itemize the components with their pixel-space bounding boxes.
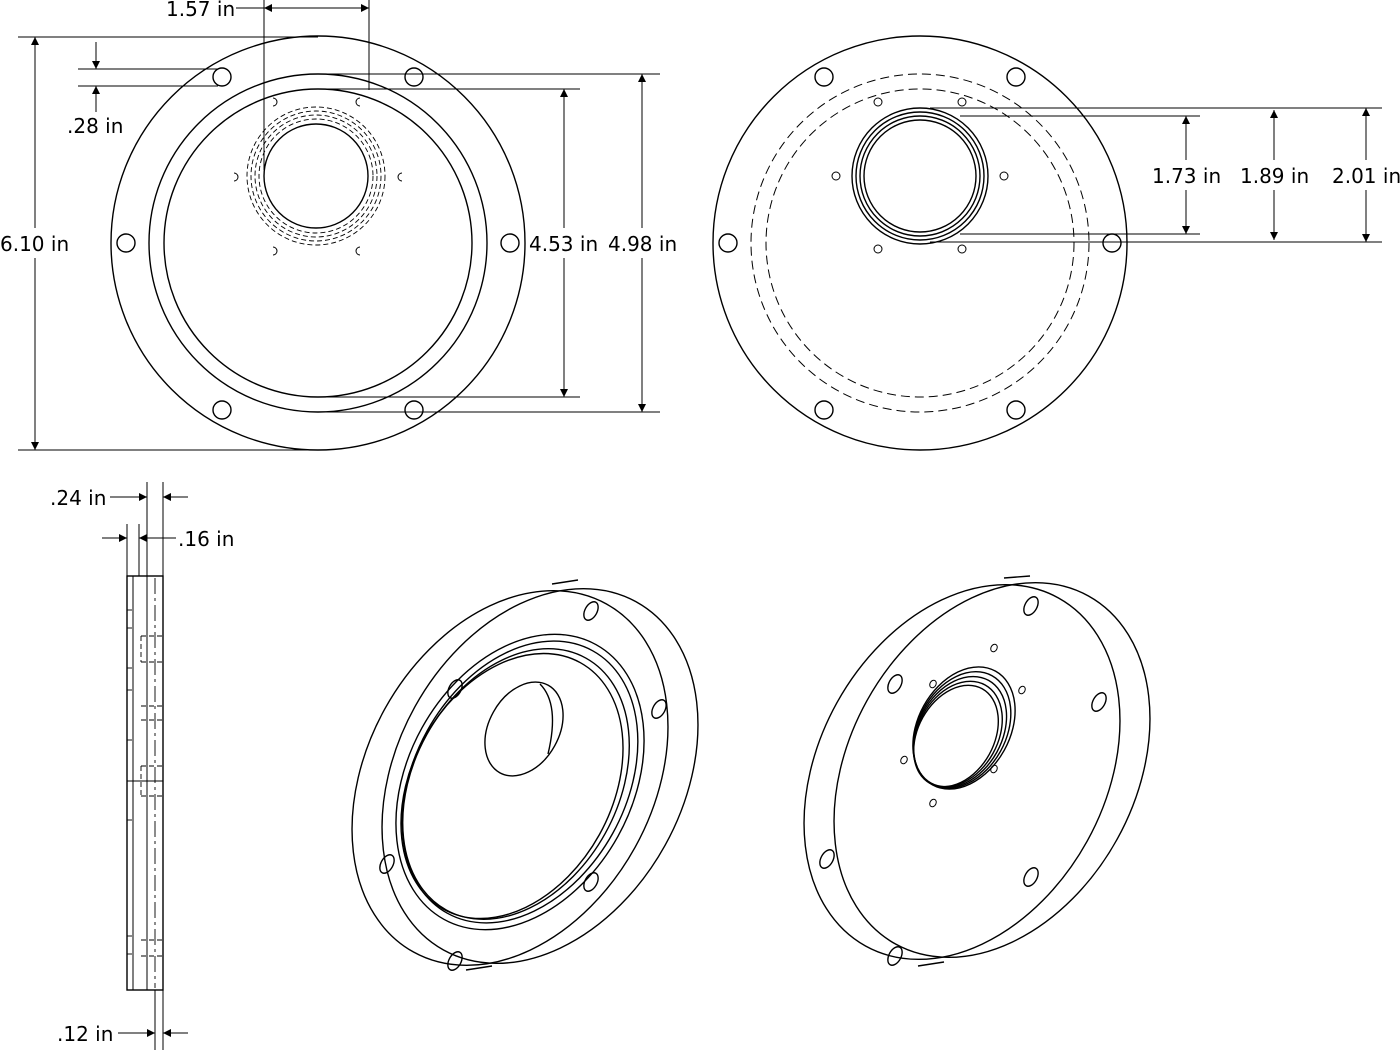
front-small-holes	[233, 97, 403, 256]
dim-2-01: 2.01 in	[1332, 164, 1400, 188]
back-view: 1.73 in 1.89 in 2.01 in	[712, 35, 1400, 451]
dim-0-16: .16 in	[178, 527, 234, 551]
dim-4-53: 4.53 in	[529, 232, 598, 256]
iso1-bolt-holes	[379, 601, 667, 971]
iso2-bolt-holes	[819, 596, 1107, 966]
dim-0-12: .12 in	[57, 1022, 113, 1046]
isometric-front	[351, 579, 699, 971]
dim-0-24: .24 in	[50, 486, 106, 510]
isometric-back	[803, 575, 1151, 967]
dim-1-89: 1.89 in	[1240, 164, 1309, 188]
dim-4-98: 4.98 in	[608, 232, 677, 256]
dim-1-57: 1.57 in	[166, 0, 235, 21]
dim-0-28: .28 in	[67, 114, 123, 138]
side-view: .24 in .16 in .12 in	[50, 482, 234, 1050]
front-view: 1.57 in .28 in 6.10 in 4.53 in 4.98 in	[0, 0, 677, 451]
dim-6-10: 6.10 in	[0, 232, 69, 256]
back-small-holes	[831, 97, 1009, 254]
front-bolt-holes	[116, 67, 520, 420]
dim-1-73: 1.73 in	[1152, 164, 1221, 188]
front-center-bore	[246, 106, 386, 246]
back-hub	[851, 107, 989, 245]
iso2-small-holes	[900, 643, 1026, 808]
